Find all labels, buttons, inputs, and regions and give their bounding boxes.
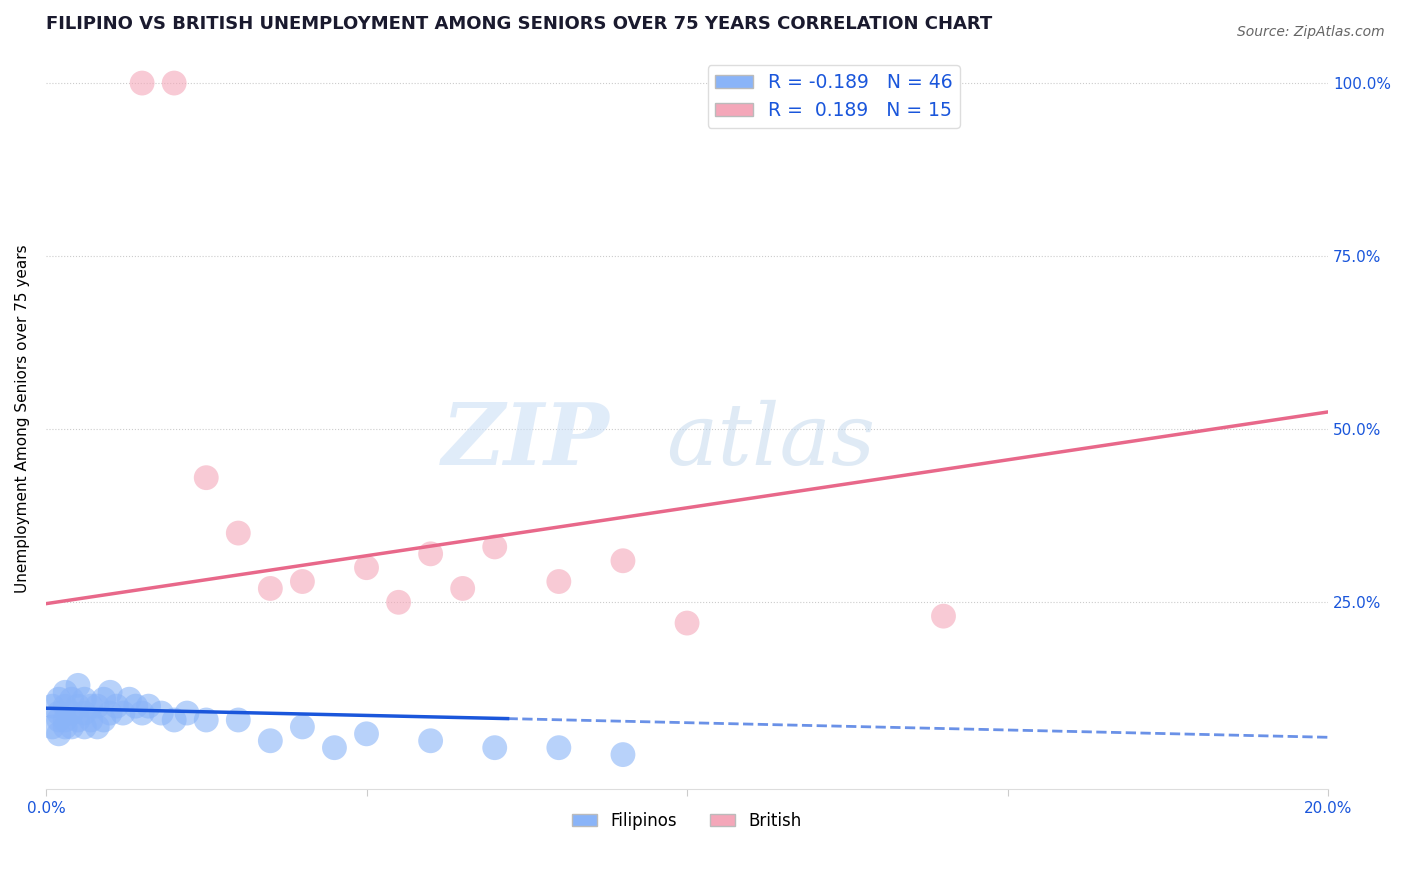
Point [48, 706, 70, 720]
Point [73, 706, 96, 720]
Point [226, 526, 249, 541]
Point [150, 706, 173, 720]
Point [60, 720, 83, 734]
Point [86, 699, 108, 714]
Point [105, 699, 128, 714]
Point [53, 720, 76, 734]
Point [118, 692, 141, 706]
Point [86, 720, 108, 734]
Point [451, 582, 474, 596]
Text: Source: ZipAtlas.com: Source: ZipAtlas.com [1237, 25, 1385, 39]
Point [41, 720, 63, 734]
Point [259, 582, 281, 596]
Point [419, 547, 441, 561]
Point [73, 692, 96, 706]
Point [163, 713, 186, 727]
Point [259, 733, 281, 747]
Text: ZIP: ZIP [443, 400, 610, 483]
Point [53, 699, 76, 714]
Point [195, 713, 218, 727]
Point [93, 713, 115, 727]
Point [547, 574, 569, 589]
Point [387, 595, 409, 609]
Point [291, 720, 314, 734]
Point [98, 706, 121, 720]
Point [98, 685, 121, 699]
Point [48, 692, 70, 706]
Point [73, 720, 96, 734]
Point [484, 740, 506, 755]
Y-axis label: Unemployment Among Seniors over 75 years: Unemployment Among Seniors over 75 years [15, 244, 30, 593]
Point [93, 692, 115, 706]
Point [484, 540, 506, 554]
Text: atlas: atlas [666, 400, 875, 483]
Point [80, 713, 103, 727]
Point [291, 574, 314, 589]
Point [48, 727, 70, 741]
Point [932, 609, 955, 624]
Point [419, 733, 441, 747]
Text: FILIPINO VS BRITISH UNEMPLOYMENT AMONG SENIORS OVER 75 YEARS CORRELATION CHART: FILIPINO VS BRITISH UNEMPLOYMENT AMONG S… [46, 15, 993, 33]
Point [176, 706, 198, 720]
Point [356, 560, 378, 574]
Point [66, 713, 89, 727]
Point [131, 76, 153, 90]
Point [138, 699, 160, 714]
Legend: Filipinos, British: Filipinos, British [565, 805, 808, 837]
Point [41, 699, 63, 714]
Point [60, 692, 83, 706]
Point [66, 678, 89, 692]
Point [356, 727, 378, 741]
Point [612, 747, 634, 762]
Point [131, 706, 153, 720]
Point [323, 740, 346, 755]
Point [66, 699, 89, 714]
Point [125, 699, 148, 714]
Point [612, 554, 634, 568]
Point [163, 76, 186, 90]
Point [48, 713, 70, 727]
Point [60, 706, 83, 720]
Point [80, 699, 103, 714]
Point [547, 740, 569, 755]
Point [53, 713, 76, 727]
Point [226, 713, 249, 727]
Point [676, 616, 699, 631]
Point [53, 685, 76, 699]
Point [195, 471, 218, 485]
Point [111, 706, 134, 720]
